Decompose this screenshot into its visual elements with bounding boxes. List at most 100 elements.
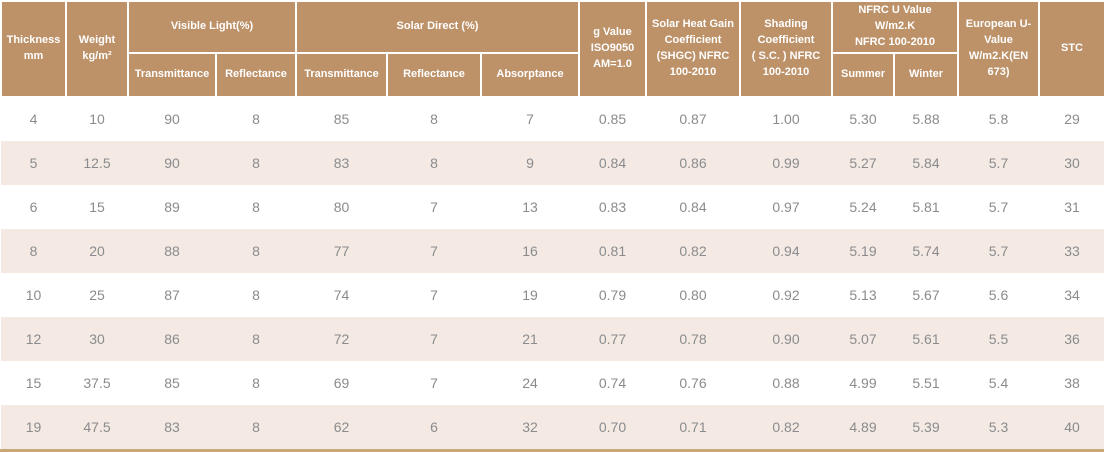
- table-row: 4 10 90 8 85 8 7 0.85 0.87 1.00 5.30 5.88 5.8 29: [1, 96, 1104, 141]
- col-group-solar-direct: Solar Direct (%): [295, 0, 580, 54]
- col-header-stc: STC: [1038, 0, 1104, 98]
- col-header-vl-transmittance: Transmittance: [127, 51, 217, 98]
- table-body: 4 10 90 8 85 8 7 0.85 0.87 1.00 5.30 5.88 5.8 29 5 12.5…: [1, 96, 1104, 449]
- table-cell: 5.7: [988, 242, 1009, 259]
- table-header: Thickness mm Weight kg/m² Visible Light(…: [0, 0, 1104, 98]
- col-header-sd-absorptance: Absorptance: [480, 51, 580, 98]
- table-row: 6 15 89 8 80 7 13 0.83 0.84 0.97 5.24 5.81 5.7 31: [1, 184, 1104, 229]
- table-cell: 90: [164, 154, 180, 171]
- table-cell: 7: [430, 330, 438, 347]
- table-cell: 0.94: [772, 242, 800, 259]
- table-cell: 0.92: [772, 286, 800, 303]
- table-cell: 8: [29, 242, 38, 259]
- table-cell: 0.76: [679, 374, 707, 391]
- table-cell: 80: [333, 198, 350, 215]
- table-cell: 0.79: [598, 286, 627, 303]
- table-cell: 0.80: [679, 286, 707, 303]
- header-row-subcolumns: Transmittance Reflectance Transmittance …: [1, 51, 1104, 98]
- table-cell: 72: [333, 330, 350, 347]
- table-row: 15 37.5 85 8 69 7 24 0.74 0.76 0.88 4.99 5.51 5.4 38: [1, 360, 1104, 405]
- table-cell: 8: [430, 154, 438, 171]
- table-cell: 20: [89, 242, 105, 259]
- table-cell: 0.78: [679, 330, 707, 347]
- table-cell: 62: [333, 418, 350, 435]
- table-cell: 4: [29, 111, 38, 128]
- table-row: 19 47.5 83 8 62 6 32 0.70 0.71 0.82 4.89 5.39 5.3 40: [1, 404, 1104, 449]
- table-cell: 87: [164, 286, 180, 303]
- col-group-nfrc-u-value: NFRC U Value W/m2.K NFRC 100-2010: [831, 0, 959, 54]
- table-cell: 8: [430, 111, 438, 128]
- table-cell: 5.7: [988, 198, 1009, 215]
- table-cell: 8: [252, 286, 260, 303]
- table-cell: 85: [164, 374, 180, 391]
- table-cell: 15: [89, 198, 105, 215]
- table-cell: 10: [89, 111, 105, 128]
- table-cell: 89: [164, 198, 180, 215]
- table-cell: 0.87: [679, 111, 707, 128]
- table-cell: 5.6: [988, 286, 1009, 303]
- table-cell: 86: [164, 330, 180, 347]
- table-cell: 0.99: [772, 154, 800, 171]
- col-header-summer: Summer: [831, 51, 895, 98]
- col-header-sd-transmittance: Transmittance: [295, 51, 388, 98]
- table-cell: 77: [333, 242, 350, 259]
- table-cell: 33: [1064, 242, 1080, 259]
- table-cell: 5.67: [912, 286, 940, 303]
- table-cell: 74: [333, 286, 350, 303]
- table-cell: 85: [333, 111, 350, 128]
- table-cell: 5.27: [849, 154, 877, 171]
- table-cell: 0.84: [679, 198, 707, 215]
- table-cell: 7: [526, 111, 534, 128]
- table-cell: 0.70: [598, 418, 627, 435]
- table-cell: 13: [522, 198, 538, 215]
- table-cell: 69: [333, 374, 350, 391]
- col-header-vl-reflectance: Reflectance: [215, 51, 297, 98]
- table-cell: 5.07: [849, 330, 877, 347]
- table-cell: 47.5: [83, 418, 111, 435]
- table-cell: 5.3: [988, 418, 1009, 435]
- col-header-winter: Winter: [893, 51, 959, 98]
- table-cell: 0.74: [598, 374, 627, 391]
- col-header-weight: Weight kg/m²: [65, 0, 129, 98]
- table-cell: 5.88: [912, 111, 940, 128]
- table-cell: 8: [252, 198, 260, 215]
- table-cell: 8: [252, 242, 260, 259]
- table-cell: 19: [522, 286, 538, 303]
- table-cell: 36: [1064, 330, 1080, 347]
- table-cell: 12: [25, 330, 42, 347]
- table-cell: 19: [25, 418, 42, 435]
- table-cell: 0.86: [679, 154, 707, 171]
- table-cell: 4.99: [849, 374, 877, 391]
- table-cell: 0.88: [772, 374, 800, 391]
- table-cell: 5.13: [849, 286, 877, 303]
- table-cell: 5.5: [988, 330, 1009, 347]
- table-cell: 5.19: [849, 242, 877, 259]
- table-cell: 7: [430, 374, 438, 391]
- table-cell: 25: [89, 286, 105, 303]
- table-cell: 0.85: [598, 111, 627, 128]
- table-cell: 6: [29, 198, 38, 215]
- table-cell: 8: [252, 330, 260, 347]
- table-cell: 7: [430, 286, 438, 303]
- table-cell: 7: [430, 198, 438, 215]
- table-cell: 0.82: [679, 242, 707, 259]
- table-cell: 5.74: [912, 242, 940, 259]
- col-header-european-u-value: European U- Value W/m2.K(EN 673): [957, 0, 1040, 98]
- table-cell: 88: [164, 242, 180, 259]
- table-cell: 9: [526, 154, 534, 171]
- table-cell: 0.84: [598, 154, 627, 171]
- table-cell: 32: [522, 418, 538, 435]
- col-header-thickness: Thickness mm: [0, 0, 67, 98]
- table-cell: 0.90: [772, 330, 800, 347]
- table-cell: 8: [252, 111, 260, 128]
- table-cell: 24: [522, 374, 538, 391]
- table-cell: 21: [522, 330, 538, 347]
- table-cell: 5.30: [849, 111, 877, 128]
- table-row: 5 12.5 90 8 83 8 9 0.84 0.86 0.99 5.27 5.84 5.7 30: [1, 140, 1104, 185]
- table-cell: 40: [1064, 418, 1080, 435]
- table-cell: 34: [1064, 286, 1080, 303]
- table-cell: 12.5: [83, 154, 111, 171]
- table-cell: 7: [430, 242, 438, 259]
